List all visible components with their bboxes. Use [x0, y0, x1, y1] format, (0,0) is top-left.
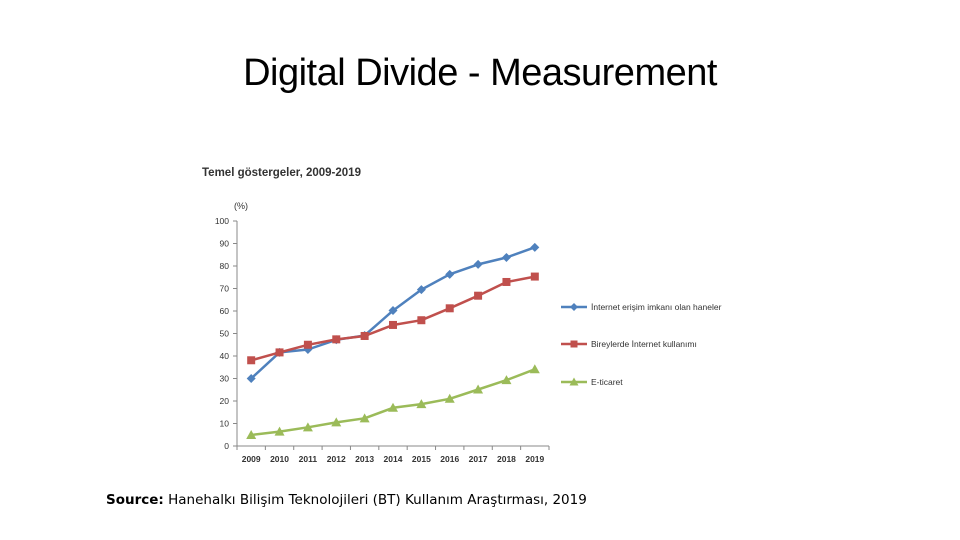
y-tick-label: 20 — [220, 396, 230, 406]
y-tick-label: 40 — [220, 351, 230, 361]
data-point-diamond — [530, 242, 540, 252]
x-tick-label: 2010 — [270, 454, 289, 464]
data-point-square — [445, 304, 454, 313]
data-point-triangle — [246, 429, 257, 439]
legend-marker — [570, 303, 578, 311]
series-2 — [247, 272, 539, 365]
data-point-square — [417, 316, 426, 325]
source-text: Hanehalkı Bilişim Teknolojileri (BT) Kul… — [163, 492, 587, 508]
chart-axes: 0 10 20 30 40 50 60 70 80 90 100 2009 2010 2011 2012 20… — [215, 216, 550, 464]
data-point-triangle — [302, 422, 313, 432]
slide-title: Digital Divide - Measurement — [243, 52, 717, 94]
data-point-square — [474, 291, 483, 300]
y-tick-label: 90 — [220, 239, 230, 249]
data-point-triangle — [274, 426, 285, 436]
data-point-diamond — [473, 259, 483, 269]
data-point-square — [502, 277, 511, 286]
y-tick-label: 80 — [220, 261, 230, 271]
source-label: Source: — [106, 492, 164, 508]
y-tick-label: 30 — [220, 374, 230, 384]
legend-item: İnternet erişim imkanı olan haneler — [561, 302, 722, 312]
data-point-diamond — [246, 374, 256, 383]
series-3 — [246, 364, 540, 439]
y-tick-label: 60 — [220, 306, 230, 316]
y-tick-label: 100 — [215, 216, 229, 226]
source-citation: Source: Hanehalkı Bilişim Teknolojileri … — [106, 492, 587, 508]
data-point-triangle — [501, 375, 512, 385]
series-1 — [246, 242, 540, 383]
data-point-triangle — [388, 402, 398, 412]
data-point-diamond — [445, 269, 455, 279]
legend-item: E-ticaret — [561, 377, 623, 387]
data-point-square — [530, 272, 539, 281]
x-tick-label: 2015 — [412, 454, 431, 464]
data-point-triangle — [331, 417, 342, 427]
data-point-diamond — [501, 252, 511, 262]
data-point-triangle — [444, 393, 455, 403]
legend-label: E-ticaret — [591, 377, 623, 387]
y-tick-label: 50 — [220, 329, 230, 339]
y-tick-label: 0 — [224, 441, 229, 451]
data-point-square — [247, 356, 256, 365]
x-tick-label: 2012 — [327, 454, 346, 464]
legend-label: İnternet erişim imkanı olan haneler — [591, 302, 722, 312]
data-point-square — [360, 331, 369, 340]
legend-marker — [570, 340, 578, 348]
data-point-square — [389, 320, 397, 329]
series-line — [251, 368, 536, 437]
data-point-square — [332, 335, 341, 344]
x-tick-label: 2009 — [242, 454, 261, 464]
series-layer — [246, 242, 540, 439]
x-tick-label: 2016 — [440, 454, 459, 464]
data-point-diamond — [388, 306, 398, 316]
x-tick-label: 2011 — [299, 454, 318, 464]
data-point-square — [275, 348, 284, 357]
x-tick-label: 2019 — [525, 454, 544, 464]
x-tick-label: 2013 — [355, 454, 374, 464]
data-point-triangle — [473, 384, 484, 394]
series-line — [250, 275, 536, 362]
chart-legend: İnternet erişim imkanı olan haneler Birey… — [561, 302, 722, 387]
legend-item: Bireylerde İnternet kullanımı — [561, 339, 697, 349]
data-point-triangle — [529, 364, 540, 374]
data-point-triangle — [359, 413, 370, 423]
legend-marker — [569, 377, 579, 386]
x-tick-label: 2014 — [384, 454, 403, 464]
data-point-diamond — [416, 285, 426, 295]
y-tick-label: 70 — [220, 284, 230, 294]
data-point-square — [303, 340, 312, 349]
data-point-triangle — [416, 399, 427, 409]
x-tick-label: 2018 — [497, 454, 516, 464]
legend-label: Bireylerde İnternet kullanımı — [591, 339, 697, 349]
x-tick-label: 2017 — [469, 454, 488, 464]
chart-title: Temel göstergeler, 2009-2019 — [202, 167, 361, 179]
y-tick-label: 10 — [220, 419, 230, 429]
y-axis-unit-label: (%) — [234, 201, 248, 211]
